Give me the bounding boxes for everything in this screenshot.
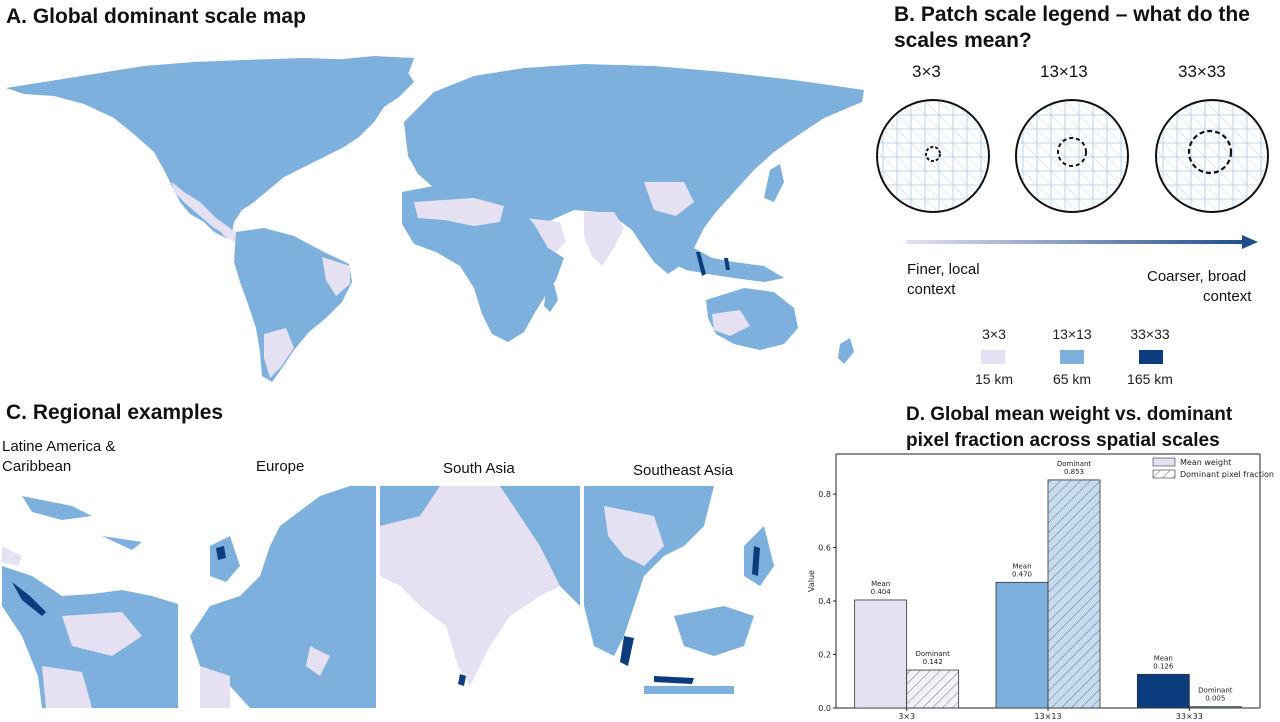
x-tick-label: 33×33 — [1176, 712, 1203, 721]
regional-map-southeast-asia — [584, 486, 774, 694]
patch-circle-13x13 — [1015, 99, 1129, 213]
panel-a-title: A. Global dominant scale map — [6, 5, 306, 28]
regional-map-south-asia — [380, 486, 580, 708]
patch-circle-33x33 — [1155, 99, 1269, 213]
data-label-dominant: 0.142 — [923, 658, 943, 666]
legend-swatch-dominant-hatch — [1153, 470, 1175, 478]
scale-label-33x33: 33×33 — [1178, 62, 1226, 81]
patch-window-3x3 — [925, 146, 941, 162]
eurasia-landmass — [404, 64, 864, 274]
arrow-right-label-line1: Coarser, broad — [1147, 268, 1247, 285]
legend-km-3x3: 15 km — [974, 371, 1014, 387]
bar-dominant-fraction-hatch — [1048, 479, 1100, 708]
data-label-mean: 0.404 — [871, 588, 892, 596]
greenland-landmass — [314, 56, 414, 110]
bar-mean-weight — [854, 599, 908, 709]
region-label-latam-line1: Latine America & — [2, 438, 116, 455]
south-america-landmass — [234, 228, 352, 382]
data-label-dominant: Dominant — [1057, 460, 1092, 468]
y-tick-label: 0.2 — [818, 651, 831, 660]
legend-label-13x13: 13×13 — [1052, 326, 1092, 342]
india-fine — [584, 212, 624, 266]
region-label-south-asia: South Asia — [443, 460, 515, 477]
patch-window-13x13 — [1057, 137, 1087, 167]
arrow-left-label-line1: Finer, local — [907, 261, 980, 278]
scale-label-3x3: 3×3 — [912, 62, 941, 81]
patch-circle-3x3 — [876, 99, 990, 213]
australia-fine — [712, 310, 750, 336]
madagascar-island — [544, 284, 558, 312]
legend-km-13x13: 65 km — [1052, 371, 1092, 387]
legend-km-33x33: 165 km — [1127, 371, 1173, 387]
southeast-asia-coarse — [696, 252, 730, 276]
patch-window-33x33 — [1187, 129, 1233, 175]
south-america-fine-east — [322, 257, 350, 296]
japan-island — [764, 164, 784, 202]
data-label-dominant: Dominant — [915, 650, 950, 658]
panel-d-title-line1: D. Global mean weight vs. dominant — [906, 404, 1233, 425]
data-label-mean: 0.126 — [1153, 662, 1174, 670]
bar-mean-weight — [995, 581, 1049, 709]
data-label-mean: 0.470 — [1012, 570, 1032, 578]
x-tick-label: 3×3 — [898, 712, 915, 721]
legend-label-mean-weight: Mean weight — [1180, 458, 1231, 467]
southeast-asia-islands — [664, 248, 784, 282]
legend-label-3x3: 3×3 — [982, 326, 1006, 342]
legend-swatch-mean-weight — [1152, 457, 1176, 467]
legend-swatch-fine — [981, 350, 1005, 364]
bar-dominant-fraction-hatch — [906, 670, 959, 708]
data-label-dominant: 0.853 — [1064, 468, 1084, 476]
regional-map-europe — [190, 486, 376, 708]
y-tick-label: 0.0 — [818, 704, 831, 713]
africa-landmass — [402, 184, 564, 342]
uk-island — [408, 112, 422, 134]
y-tick-label: 0.4 — [818, 597, 831, 606]
data-label-mean: Mean — [1154, 654, 1173, 662]
china-fine — [644, 182, 694, 216]
legend-label-33x33: 33×33 — [1130, 326, 1170, 342]
panel-b-title-line2: scales mean? — [894, 29, 1032, 52]
regional-map-latam — [2, 496, 178, 708]
panel-d-title-line2: pixel fraction across spatial scales — [906, 430, 1220, 451]
mexico-fine — [172, 182, 240, 238]
bar-mean-weight — [1136, 673, 1190, 709]
region-label-europe: Europe — [256, 458, 305, 475]
data-label-dominant: Dominant — [1198, 687, 1233, 695]
sahara-fine — [414, 198, 504, 226]
arrow-left-label-line2: context — [907, 281, 956, 298]
legend-swatch-coarse — [1139, 350, 1163, 364]
region-label-latam-line2: Caribbean — [2, 458, 72, 475]
south-america-fine-south — [264, 328, 294, 378]
y-axis-label: Value — [807, 570, 816, 592]
legend-label-dominant-fraction: Dominant pixel fraction — [1180, 470, 1274, 479]
panel-c-title: C. Regional examples — [6, 401, 224, 424]
scale-gradient-arrow — [906, 235, 1258, 249]
new-zealand-island — [838, 338, 854, 364]
scale-label-13x13: 13×13 — [1040, 62, 1088, 81]
y-tick-label: 0.8 — [818, 490, 831, 499]
north-america-landmass — [6, 58, 414, 240]
patch-circles — [876, 99, 1269, 213]
bar-dominant-fraction-hatch — [1189, 706, 1242, 708]
y-tick-label: 0.6 — [818, 544, 831, 553]
data-label-dominant: 0.005 — [1205, 695, 1225, 703]
panel-b-title-line1: B. Patch scale legend – what do the — [894, 3, 1250, 26]
world-map — [6, 56, 864, 382]
x-tick-label: 13×13 — [1034, 712, 1061, 721]
data-label-mean: Mean — [871, 580, 890, 588]
region-label-southeast-asia: Southeast Asia — [633, 462, 734, 479]
data-label-mean: Mean — [1012, 562, 1031, 570]
legend-swatch-medium — [1060, 350, 1084, 364]
arrow-right-label-line2: context — [1203, 288, 1252, 305]
